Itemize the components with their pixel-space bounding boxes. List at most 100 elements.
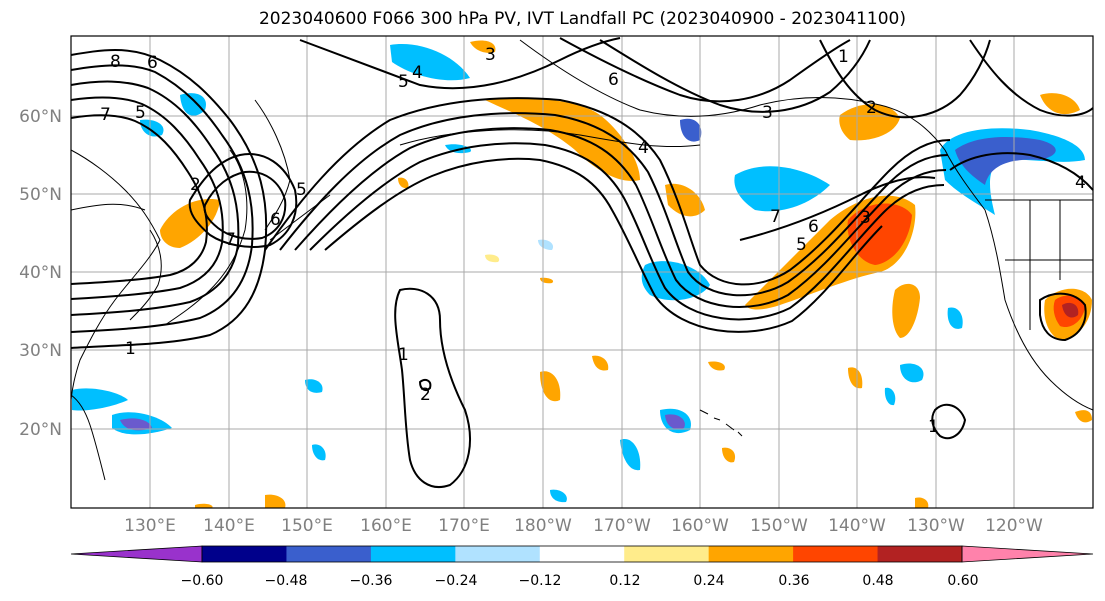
- colorbar: −0.60 −0.48 −0.36 −0.24 −0.12 0.12 0.24 …: [70, 545, 1094, 589]
- lon-label-150w: 150°W: [750, 516, 808, 536]
- shade-pos-region: [847, 203, 912, 265]
- lon-label-120w: 120°W: [985, 516, 1043, 536]
- colorbar-tick-label: 0.60: [947, 573, 978, 589]
- hawaii-islands: [699, 409, 743, 437]
- lon-label-130e: 130°E: [124, 516, 176, 536]
- shade-neg-region: [900, 363, 924, 383]
- colorbar-ticks: −0.60 −0.48 −0.36 −0.24 −0.12 0.12 0.24 …: [181, 573, 979, 589]
- shade-neg-region: [538, 239, 554, 250]
- lon-label-160w: 160°W: [671, 516, 729, 536]
- contour-label: 7: [225, 230, 236, 250]
- contour-label: 7: [770, 207, 781, 227]
- pv-contour-line: [949, 152, 1094, 191]
- shade-neg-region: [947, 307, 963, 329]
- colorbar-tick-label: −0.36: [350, 573, 393, 589]
- contour-label: 7: [100, 105, 111, 125]
- contour-label: 6: [608, 70, 619, 90]
- shade-neg-region: [305, 379, 323, 393]
- map-panel: 8 6 7 5 1 4 5 3 5 6 7 2 6 4 3 2 3 7 5 6 …: [19, 35, 1094, 536]
- pv-contour-line: [739, 176, 936, 241]
- colorbar-tick-label: −0.48: [265, 573, 308, 589]
- china-border: [70, 203, 146, 211]
- shade-pos-region: [470, 40, 496, 53]
- korea-coast: [129, 229, 162, 321]
- colorbar-segments: [70, 545, 1094, 563]
- lat-label-20n: 20°N: [19, 420, 62, 440]
- lon-label-180w: 180°W: [514, 516, 572, 536]
- shade-pos-region: [265, 494, 286, 508]
- us-state-lines: [1005, 200, 1093, 330]
- contour-label: 3: [485, 45, 496, 65]
- colorbar-segment: [455, 546, 541, 562]
- colorbar-segment: [793, 546, 879, 562]
- shade-pos-region: [915, 497, 929, 508]
- asia-coast: [70, 149, 161, 401]
- pv-contour-line: [279, 112, 949, 297]
- contour-label: 5: [296, 180, 307, 200]
- latitude-labels: 60°N 50°N 40°N 30°N 20°N: [19, 107, 62, 440]
- contour-label: 4: [1075, 173, 1086, 193]
- colorbar-tick-label: 0.36: [778, 573, 809, 589]
- contour-label: 1: [125, 339, 136, 359]
- lon-label-130w: 130°W: [907, 516, 965, 536]
- shade-pos-region: [195, 503, 213, 508]
- shade-pos-region: [485, 98, 640, 181]
- shade-neg-region: [955, 137, 1056, 185]
- contour-label: 4: [638, 138, 649, 158]
- lat-label-40n: 40°N: [19, 263, 62, 283]
- pv-contour-line: [294, 127, 947, 308]
- colorbar-tick-label: −0.60: [181, 573, 224, 589]
- pv-contour-line: [70, 49, 268, 349]
- contour-label: 2: [190, 175, 201, 195]
- lat-label-50n: 50°N: [19, 185, 62, 205]
- shade-neg-region: [120, 418, 152, 431]
- shade-pos-region: [1075, 410, 1092, 423]
- colorbar-segment: [708, 546, 794, 562]
- shade-pos-region: [540, 371, 561, 402]
- shade-neg-region: [550, 489, 567, 503]
- north-america-coast: [944, 149, 1094, 411]
- alaska-coast: [519, 39, 946, 151]
- shade-pos-region: [722, 447, 736, 463]
- shade-neg-region: [72, 388, 128, 411]
- colorbar-segment: [624, 546, 710, 562]
- lat-label-60n: 60°N: [19, 107, 62, 127]
- map-frame: [70, 35, 1094, 509]
- pv-contour-line: [324, 157, 883, 333]
- contour-label: 3: [762, 103, 773, 123]
- pv-contour-line: [309, 142, 945, 321]
- lat-label-30n: 30°N: [19, 341, 62, 361]
- lon-label-140e: 140°E: [203, 516, 255, 536]
- shade-pos-region: [665, 183, 705, 217]
- pv-contour-line: [394, 287, 471, 488]
- lon-label-170e: 170°E: [438, 516, 490, 536]
- shade-pos-region: [708, 361, 725, 371]
- contour-label: 5: [398, 72, 409, 92]
- shade-neg-region: [665, 414, 685, 430]
- pv-contour-line: [819, 39, 991, 119]
- pv-contour-line: [1039, 292, 1087, 342]
- contour-label: 4: [412, 63, 423, 83]
- colorbar-tick-label: 0.12: [609, 573, 640, 589]
- lon-label-140w: 140°W: [828, 516, 886, 536]
- shade-pos-region: [540, 277, 554, 284]
- pv-contour-line: [188, 153, 298, 248]
- shade-pos-region: [398, 177, 409, 189]
- shade-pos-region: [1040, 93, 1080, 115]
- contour-label: 2: [866, 98, 877, 118]
- shade-neg-region: [390, 44, 470, 81]
- contour-label: 6: [270, 210, 281, 230]
- pv-contour-line: [931, 403, 967, 440]
- pv-contour-line: [203, 170, 287, 240]
- contour-label: 5: [135, 103, 146, 123]
- shade-neg-region: [884, 387, 896, 406]
- colorbar-segment: [202, 546, 287, 562]
- pv-contour-line: [418, 379, 432, 391]
- colorbar-extend-low: [70, 545, 203, 563]
- colorbar-segment: [370, 546, 456, 562]
- lon-label-170w: 170°W: [593, 516, 651, 536]
- colorbar-tick-label: 0.24: [693, 573, 724, 589]
- pv-contour-line: [70, 96, 224, 300]
- shade-pos-region: [892, 283, 920, 338]
- contour-label: 6: [808, 217, 819, 237]
